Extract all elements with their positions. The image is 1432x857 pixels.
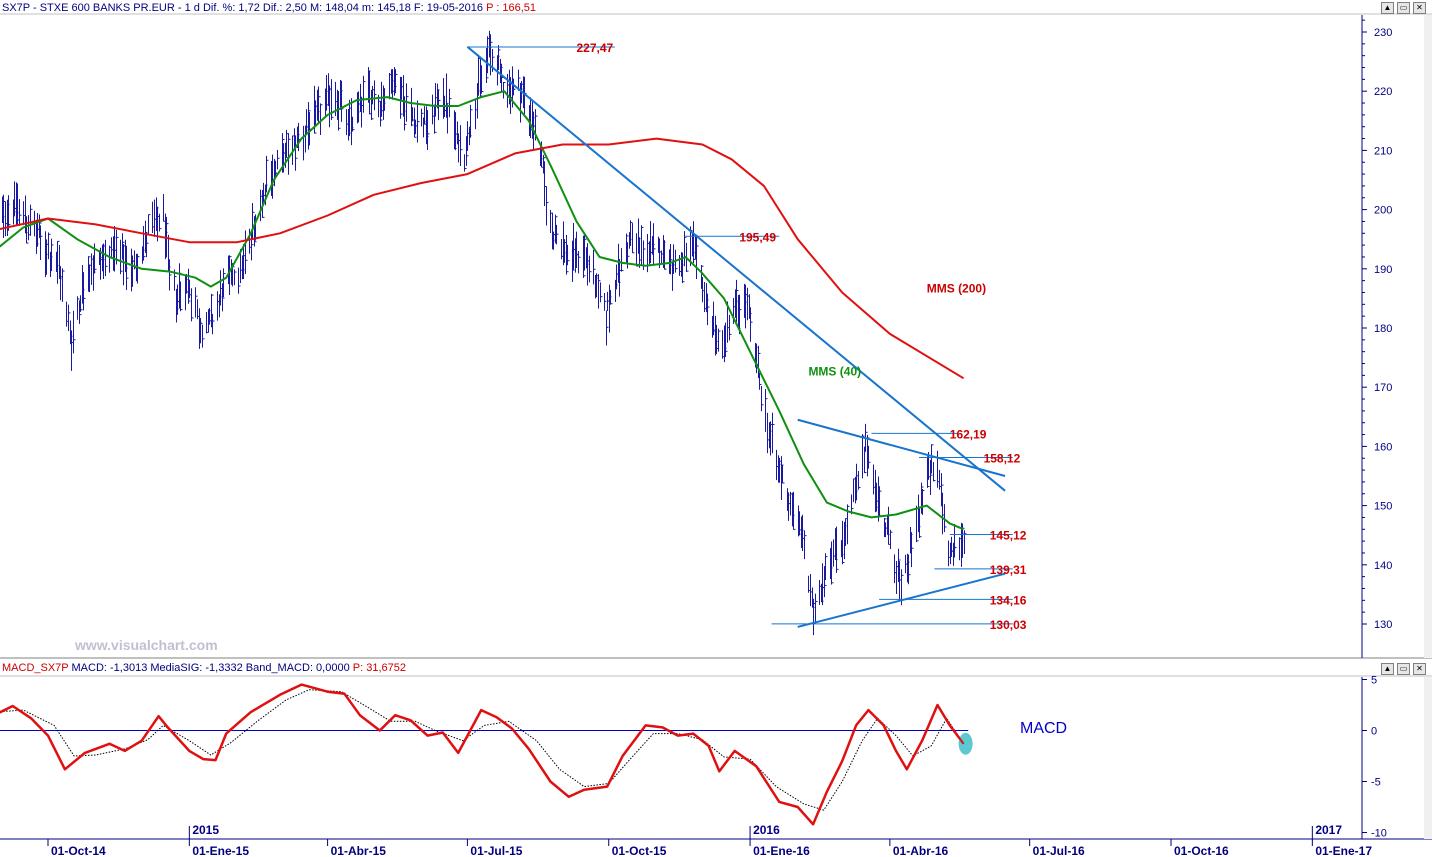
level-label: 134,16 xyxy=(990,593,1027,607)
price-scrollbar xyxy=(1424,15,1432,658)
level-label: 162,19 xyxy=(950,427,987,441)
trendline xyxy=(466,46,1006,492)
price-axis-label: 130 xyxy=(1374,619,1392,631)
time-axis-label: 01-Abr-15 xyxy=(331,844,387,857)
price-axis-label: 140 xyxy=(1374,560,1392,572)
price-axis-label: 160 xyxy=(1374,441,1392,453)
time-axis-label: 01-Ene-16 xyxy=(753,844,810,857)
instrument-description: STXE 600 BANKS PR.EUR xyxy=(39,2,175,14)
price-axis-label: 190 xyxy=(1374,264,1392,276)
time-axis-label: 01-Jul-15 xyxy=(470,844,522,857)
price-window-controls: ▲ ▭ ✕ xyxy=(1381,2,1426,14)
price-chart-header: SX7P - STXE 600 BANKS PR.EUR - 1 d Dif. … xyxy=(2,2,537,14)
level-label: 145,12 xyxy=(990,528,1027,542)
last-price: P : 166,51 xyxy=(486,2,537,14)
price-bars xyxy=(2,30,967,636)
macd-line xyxy=(0,683,965,826)
level-label: 158,12 xyxy=(984,452,1021,466)
macd-close-button[interactable]: ✕ xyxy=(1413,663,1426,675)
year-label: 2016 xyxy=(753,823,780,837)
level-label: 130,03 xyxy=(990,618,1027,632)
time-axis-label: 01-Jul-16 xyxy=(1033,844,1085,857)
macd-name: MACD_SX7P xyxy=(2,662,69,674)
year-label: 2017 xyxy=(1315,823,1342,837)
collapse-button[interactable]: ▲ xyxy=(1381,2,1394,14)
macd-last-segment xyxy=(949,724,965,745)
price-axis-label: 210 xyxy=(1374,145,1392,157)
symbol: SX7P xyxy=(2,2,30,14)
trendline xyxy=(797,418,1006,477)
price-axis-label: 180 xyxy=(1374,323,1392,335)
macd-panel-header: MACD_SX7P MACD: -1,3013 MediaSIG: -1,333… xyxy=(2,662,406,674)
time-axis-label: 01-Ene-17 xyxy=(1315,844,1372,857)
macd-axis-label: -10 xyxy=(1371,828,1387,840)
macd-title-label: MACD xyxy=(1020,720,1067,737)
price-axis-label: 200 xyxy=(1374,205,1392,217)
mms40-line xyxy=(0,90,964,531)
time-axis-label: 01-Oct-14 xyxy=(51,844,106,857)
mms200-label: MMS (200) xyxy=(927,281,986,295)
macd-window-controls: ▲ ▭ ✕ xyxy=(1381,663,1426,675)
macd-maximize-button[interactable]: ▭ xyxy=(1397,663,1410,675)
maximize-button[interactable]: ▭ xyxy=(1397,2,1410,14)
mms40-label: MMS (40) xyxy=(808,364,861,378)
trendline xyxy=(797,572,1006,628)
close-button[interactable]: ✕ xyxy=(1413,2,1426,14)
level-label: 139,31 xyxy=(990,563,1027,577)
macd-price: P: 31,6752 xyxy=(352,662,406,674)
macd-highlight xyxy=(958,732,973,755)
macd-collapse-button[interactable]: ▲ xyxy=(1381,663,1394,675)
macd-signal-line xyxy=(0,689,965,811)
macd-scrollbar xyxy=(1424,677,1432,839)
price-axis-label: 230 xyxy=(1374,27,1392,39)
price-axis-label: 170 xyxy=(1374,382,1392,394)
price-info: 1 d Dif. %: 1,72 Dif.: 2,50 M: 148,04 m:… xyxy=(184,2,484,14)
level-label: 227,47 xyxy=(576,41,613,55)
time-axis-label: 01-Oct-15 xyxy=(612,844,667,857)
price-axis-label: 150 xyxy=(1374,501,1392,513)
price-axis-label: 220 xyxy=(1374,86,1392,98)
macd-axis-label: 5 xyxy=(1371,675,1377,687)
time-axis-label: 01-Oct-16 xyxy=(1174,844,1229,857)
mms200-line xyxy=(0,137,965,380)
year-label: 2015 xyxy=(192,823,219,837)
level-label: 195,49 xyxy=(739,230,776,244)
macd-info: MACD: -1,3013 MediaSIG: -1,3332 Band_MAC… xyxy=(71,662,350,674)
time-axis-label: 01-Abr-16 xyxy=(893,844,949,857)
watermark: www.visualchart.com xyxy=(75,637,218,653)
macd-axis-label: 0 xyxy=(1371,726,1377,738)
time-axis-label: 01-Ene-15 xyxy=(192,844,249,857)
macd-axis-label: -5 xyxy=(1371,777,1381,789)
